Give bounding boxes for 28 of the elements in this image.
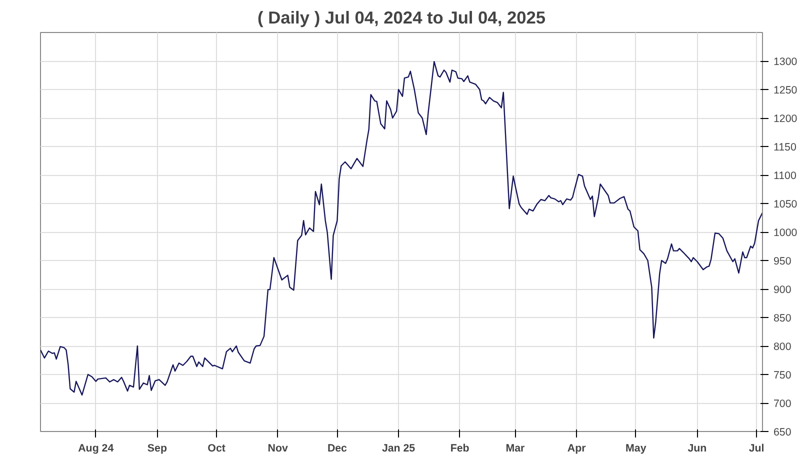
y-tick-label: 950 bbox=[774, 256, 792, 268]
x-tick-label: Mar bbox=[506, 442, 525, 454]
x-tick-label: May bbox=[626, 442, 646, 454]
y-tick-label: 1200 bbox=[774, 113, 798, 125]
y-tick-label: 800 bbox=[774, 341, 792, 353]
y-tick-label: 1000 bbox=[774, 227, 798, 239]
y-tick-label: 1050 bbox=[774, 198, 798, 210]
y-tick-label: 900 bbox=[774, 284, 792, 296]
y-tick-label: 750 bbox=[774, 370, 792, 382]
x-tick-label: Jul bbox=[748, 442, 764, 454]
x-tick-label: Jun bbox=[688, 442, 707, 454]
y-tick-label: 700 bbox=[774, 398, 792, 410]
x-tick-label: Jan 25 bbox=[382, 442, 416, 454]
y-tick-label: 1150 bbox=[774, 142, 796, 154]
y-tick-label: 1300 bbox=[774, 56, 798, 68]
y-tick-label: 850 bbox=[774, 312, 792, 324]
x-tick-label: Aug 24 bbox=[78, 442, 114, 454]
x-tick-label: Oct bbox=[208, 442, 226, 454]
x-tick-label: Apr bbox=[567, 442, 586, 454]
x-tick-label: Nov bbox=[268, 442, 288, 454]
x-tick-label: Dec bbox=[327, 442, 348, 454]
x-tick-label: Feb bbox=[450, 442, 470, 454]
y-tick-label: 1250 bbox=[774, 84, 798, 96]
x-tick-label: Sep bbox=[147, 442, 168, 454]
chart-title: ( Daily ) Jul 04, 2024 to Jul 04, 2025 bbox=[258, 8, 546, 28]
line-series bbox=[40, 60, 762, 396]
y-tick-label: 650 bbox=[774, 426, 792, 438]
y-tick-label: 1100 bbox=[774, 170, 796, 182]
